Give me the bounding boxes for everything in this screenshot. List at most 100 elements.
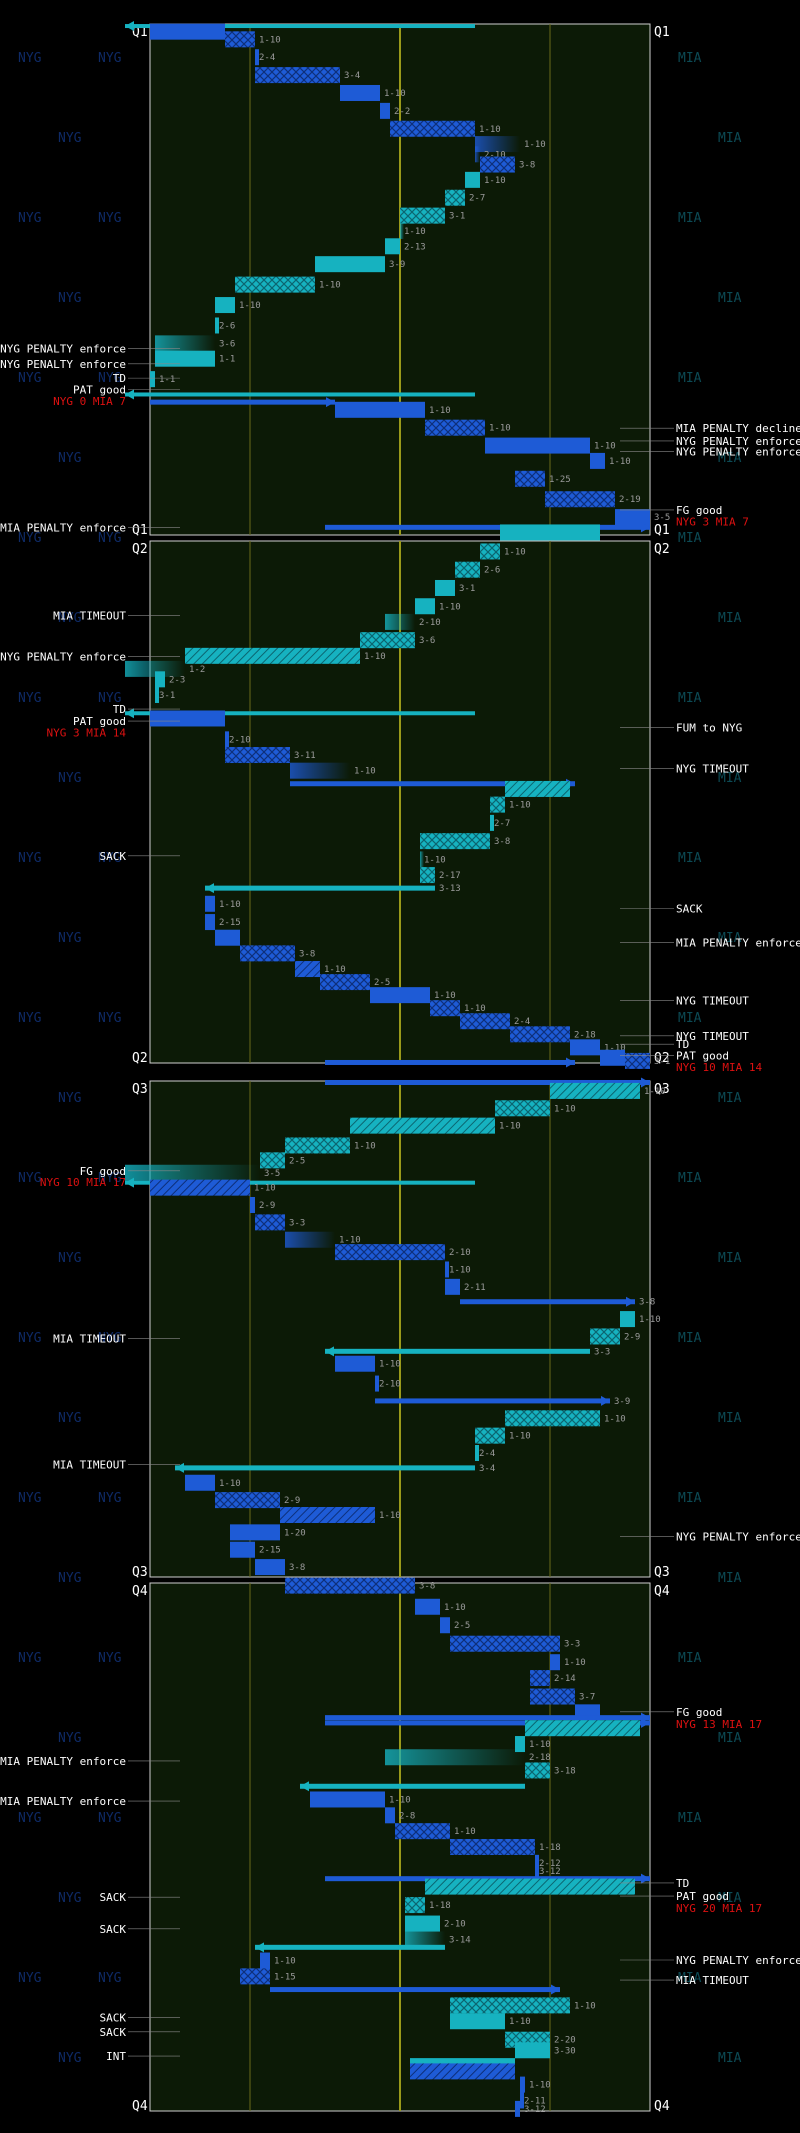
annotation-label: PAT good: [73, 383, 126, 396]
down-label: 2-10: [484, 150, 506, 160]
play-bar: [405, 1897, 425, 1914]
annotation-label: MIA PENALTY enforce: [0, 521, 126, 534]
down-label: 1-10: [339, 1236, 361, 1246]
down-label: 1-10: [424, 855, 446, 865]
team-watermark-left: NYG: [18, 851, 42, 866]
down-label: 2-11: [464, 1283, 486, 1293]
down-label: 1-10: [259, 35, 281, 45]
down-label: 1-10: [384, 89, 406, 99]
down-label: 2-5: [374, 978, 390, 988]
play-bar: [480, 543, 500, 560]
down-label: 2-20: [554, 2036, 576, 2046]
team-watermark-left: NYG: [18, 1011, 42, 1026]
quarter-start-label: Q2: [132, 542, 148, 557]
annotation-label: SACK: [100, 2012, 127, 2025]
down-label: 1-10: [439, 602, 461, 612]
team-watermark-left: NYG: [18, 1651, 42, 1666]
down-label: 3-8: [519, 161, 535, 171]
down-label: 1-1: [159, 375, 175, 385]
down-label: 1-10: [529, 1740, 551, 1750]
team-watermark-right: MIA: [678, 51, 702, 66]
down-label: 1-10: [254, 1184, 276, 1194]
play-bar: [445, 189, 465, 206]
down-label: 2-7: [469, 194, 485, 204]
play-bar: [340, 84, 380, 101]
play-bar: [510, 1026, 570, 1043]
play-arrowhead: [626, 1296, 635, 1307]
down-label: 1-10: [479, 125, 501, 135]
play-bar: [255, 49, 259, 66]
play-bar: [600, 1049, 625, 1066]
team-watermark-right: MIA: [718, 1091, 742, 1106]
down-label: 1-10: [594, 442, 616, 452]
annotation-label: NYG PENALTY enforce: [0, 342, 126, 355]
play-bar: [260, 1952, 270, 1969]
team-watermark-left: NYG: [18, 691, 42, 706]
play-bar: [525, 1720, 640, 1737]
annotation-label: MIA TIMEOUT: [53, 1458, 126, 1471]
play-bar: [215, 929, 240, 946]
down-label: 1-10: [564, 1658, 586, 1668]
play-arrowhead: [125, 1177, 134, 1188]
down-label: 1-10: [604, 1414, 626, 1424]
play-arrowhead: [551, 1984, 560, 1995]
play-arrowhead: [566, 1057, 575, 1068]
play-bar: [385, 1807, 395, 1824]
down-label: 1-10: [219, 900, 241, 910]
annotation-label: MIA TIMEOUT: [53, 1332, 126, 1345]
play-bar: [415, 1598, 440, 1615]
team-watermark-left: NYG: [58, 611, 82, 626]
play-bar: [325, 1715, 650, 1721]
annotation-label: PAT good: [676, 1890, 729, 1903]
down-label: 1-10: [509, 1432, 531, 1442]
annotation-label: FG good: [80, 1165, 126, 1178]
play-bar: [175, 1465, 475, 1471]
down-label: 3-8: [289, 1563, 305, 1573]
play-bar: [475, 146, 480, 163]
down-label: 1-10: [444, 1603, 466, 1613]
quarter-end-label: Q2: [654, 1051, 670, 1066]
play-bar: [395, 1823, 450, 1840]
play-bar: [475, 136, 520, 153]
down-label: 2-18: [574, 1030, 596, 1040]
play-bar: [125, 1180, 475, 1185]
play-bar: [400, 222, 404, 239]
score-label: NYG 10 MIA 17: [40, 1176, 126, 1189]
quarter-start-label: Q3: [132, 1082, 148, 1097]
play-arrowhead: [205, 883, 214, 894]
down-label: 3-5: [654, 513, 670, 523]
annotation-label: TD: [113, 372, 126, 385]
down-label: 1-10: [574, 2001, 596, 2011]
down-label: 1-10: [379, 1511, 401, 1521]
play-bar: [425, 419, 485, 436]
play-bar: [505, 780, 570, 797]
down-label: 2-19: [619, 495, 641, 505]
play-bar: [225, 747, 290, 764]
down-label: 1-10: [524, 140, 546, 150]
play-bar: [495, 1100, 550, 1117]
play-bar: [285, 1577, 415, 1594]
down-label: 1-10: [499, 1122, 521, 1132]
down-label: 3-1: [159, 691, 175, 701]
play-bar: [125, 660, 185, 677]
down-label: 1-10: [464, 1004, 486, 1014]
play-bar: [125, 392, 475, 397]
play-bar: [255, 1944, 445, 1950]
down-label: 2-11: [524, 2096, 546, 2106]
play-arrowhead: [641, 522, 650, 533]
annotation-label: TD: [676, 1877, 689, 1890]
play-bar: [230, 1524, 280, 1541]
play-arrowhead: [601, 1395, 610, 1406]
play-arrowhead: [641, 1077, 650, 1088]
team-watermark-left: NYG: [98, 851, 122, 866]
annotation-label: FUM to NYG: [676, 721, 742, 734]
down-label: 2-17: [439, 871, 461, 881]
play-bar: [390, 120, 475, 137]
annotation-label: NYG PENALTY enforce: [676, 435, 800, 448]
play-bar: [235, 276, 315, 293]
team-watermark-right: MIA: [718, 131, 742, 146]
annotation-label: MIA PENALTY decline: [676, 422, 800, 435]
play-arrowhead: [125, 21, 134, 32]
play-bar: [155, 350, 215, 367]
play-arrowhead: [125, 389, 134, 400]
